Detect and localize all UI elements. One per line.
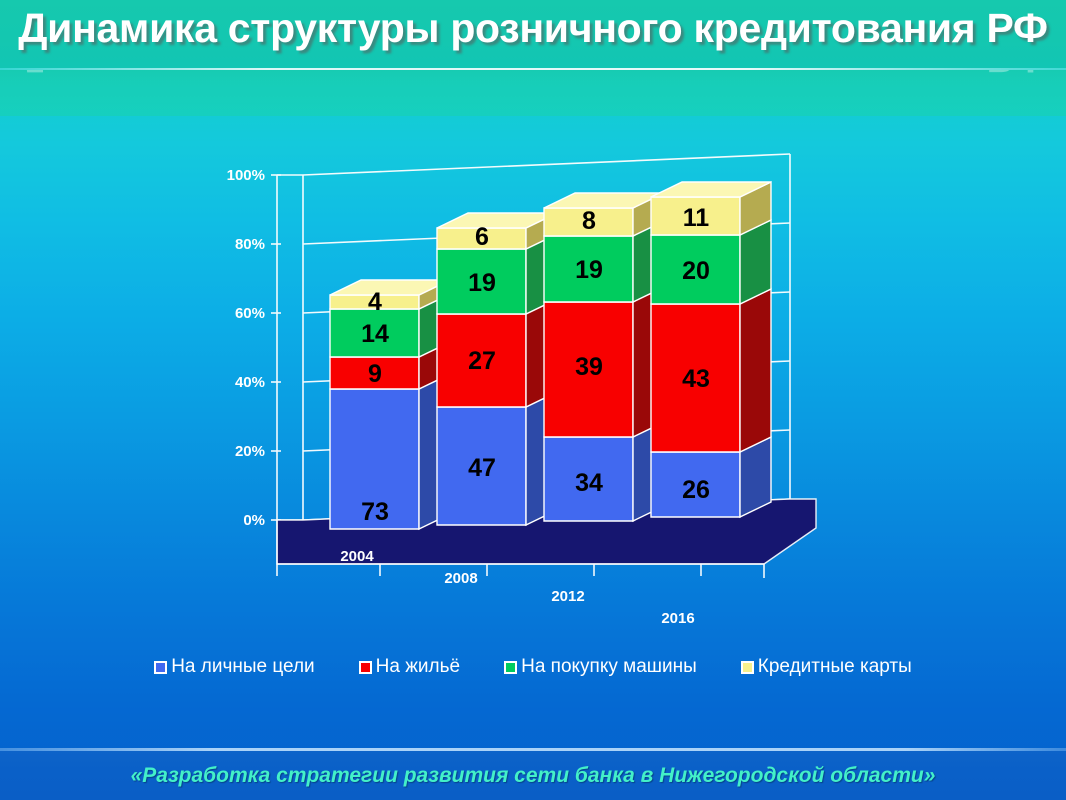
legend-label: На покупку машины	[521, 656, 697, 677]
data-label: 9	[368, 360, 382, 388]
title-band: Динамика структуры розничного кредитован…	[0, 0, 1066, 68]
title-reflection-text: Динамика структуры розничного кредитован…	[0, 70, 1066, 81]
data-label: 19	[575, 256, 603, 284]
y-tick-label: 0%	[243, 512, 265, 529]
data-label: 47	[468, 454, 496, 482]
data-label: 34	[575, 469, 603, 497]
legend-label: На личные цели	[171, 656, 315, 677]
data-label: 11	[683, 204, 710, 232]
title-divider	[0, 68, 1066, 70]
page-title: Динамика структуры розничного кредитован…	[18, 5, 1048, 51]
legend-swatch-blue-icon	[154, 660, 168, 674]
data-label: 14	[361, 320, 389, 348]
legend-item-car[interactable]: На покупку машины	[504, 656, 697, 678]
y-tick-label: 40%	[235, 374, 265, 391]
data-label: 26	[682, 476, 710, 504]
legend-label: Кредитные карты	[757, 656, 912, 677]
bar-group-2008[interactable]: 47 27 19 6	[436, 211, 558, 527]
footer-divider	[0, 748, 1066, 751]
y-tick-label: 60%	[235, 305, 265, 322]
data-label: 6	[475, 223, 489, 251]
y-tick-label: 80%	[235, 236, 265, 253]
legend-item-housing[interactable]: На жильё	[358, 656, 461, 678]
data-label: 73	[361, 498, 389, 526]
bar-group-2012[interactable]: 34 39 19 8	[543, 191, 665, 523]
legend-item-credit-cards[interactable]: Кредитные карты	[740, 656, 912, 678]
y-axis-labels: 100% 80% 60% 40% 20% 0%	[227, 167, 265, 529]
data-label: 19	[468, 269, 496, 297]
footer-bar: «Разработка стратегии развития сети банк…	[0, 751, 1066, 800]
x-tick-label: 2016	[661, 610, 694, 627]
data-label: 8	[582, 207, 596, 235]
chart-x-axis	[276, 520, 765, 578]
y-tick-label: 100%	[227, 167, 265, 184]
legend-swatch-yellow-icon	[740, 660, 754, 674]
data-label: 27	[468, 347, 496, 375]
data-label: 4	[368, 288, 382, 316]
data-label: 43	[682, 365, 710, 393]
bar-group-2004[interactable]: 73 9 14 4	[329, 278, 451, 531]
x-tick-label: 2008	[444, 570, 477, 587]
legend-swatch-red-icon	[358, 660, 372, 674]
data-label: 39	[575, 353, 603, 381]
x-tick-label: 2004	[340, 548, 374, 565]
legend-item-personal[interactable]: На личные цели	[154, 656, 315, 678]
x-tick-label: 2012	[551, 588, 584, 605]
legend-label: На жильё	[375, 656, 461, 677]
footer-text: «Разработка стратегии развития сети банк…	[130, 763, 936, 787]
legend-swatch-green-icon	[504, 660, 518, 674]
x-axis-labels: 2004 2008 2012 2016	[340, 548, 694, 627]
stacked-bar-chart: 73 9 14 4 47 27 19 6	[0, 116, 1066, 636]
chart-legend: На личные цели На жильё На покупку машин…	[0, 650, 1066, 684]
data-label: 20	[682, 257, 710, 285]
title-reflection-band: Динамика структуры розничного кредитован…	[0, 70, 1066, 116]
bar-group-2016[interactable]: 26 43 20 11	[650, 180, 772, 519]
y-tick-label: 20%	[235, 443, 265, 460]
